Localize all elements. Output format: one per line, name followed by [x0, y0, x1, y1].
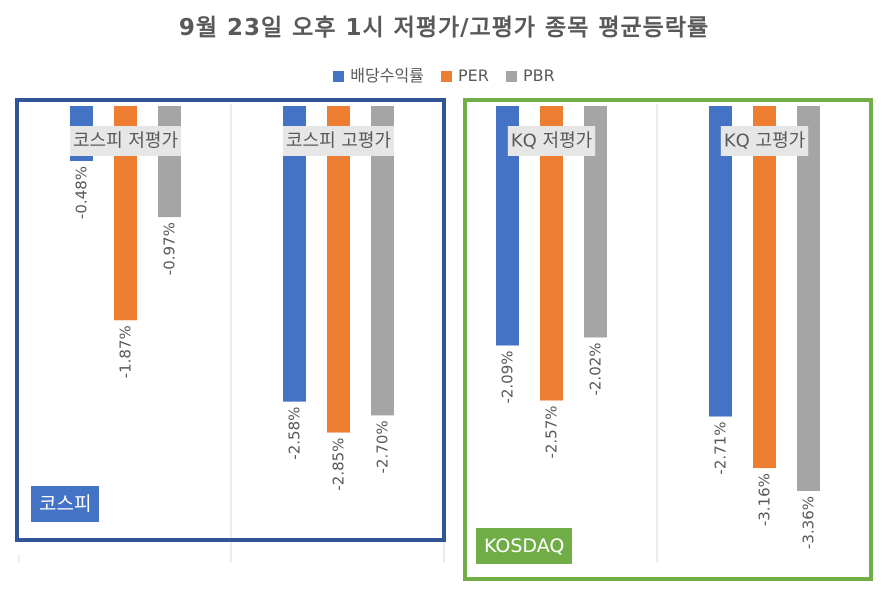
data-label: -0.97%	[161, 222, 179, 275]
legend-item-pbr: PBR	[505, 66, 555, 85]
bar	[540, 106, 563, 401]
category-label: KQ 고평가	[720, 126, 809, 156]
data-label: -2.57%	[543, 405, 561, 458]
bar	[584, 106, 607, 338]
category-label-text: 코스피 고평가	[286, 131, 391, 152]
legend-label-dividend: 배당수익률	[350, 66, 424, 85]
bar	[158, 106, 181, 218]
category-label: 코스피 고평가	[282, 126, 395, 156]
legend-swatch-dividend	[333, 71, 345, 82]
data-label: -1.87%	[117, 325, 135, 378]
data-label: -2.58%	[286, 407, 304, 460]
category-label-background	[507, 126, 596, 156]
kospi-group-frame	[15, 98, 446, 542]
legend-swatch-per	[440, 71, 452, 82]
category-label: KQ 저평가	[507, 126, 596, 156]
category-label-background	[282, 126, 395, 156]
category-label-text: KQ 저평가	[511, 131, 592, 152]
data-label: -3.36%	[800, 496, 818, 549]
legend: 배당수익률 PER PBR	[0, 62, 888, 86]
data-label: -2.02%	[587, 342, 605, 395]
data-label: -2.71%	[712, 422, 730, 475]
bar	[753, 106, 776, 469]
bar	[496, 106, 519, 346]
category-label-background	[720, 126, 809, 156]
bar	[371, 106, 394, 416]
legend-item-per: PER	[440, 66, 489, 85]
bar	[709, 106, 732, 417]
kospi-badge: 코스피	[31, 486, 100, 522]
bar	[114, 106, 137, 321]
legend-label-per: PER	[457, 66, 489, 85]
legend-label-pbr: PBR	[522, 66, 555, 85]
category-label-background	[69, 126, 182, 156]
data-label: -0.48%	[73, 166, 91, 219]
chart-title: 9월 23일 오후 1시 저평가/고평가 종목 평균등락률	[178, 15, 710, 41]
data-label: -2.85%	[330, 438, 348, 491]
category-label: 코스피 저평가	[69, 126, 182, 156]
bar	[327, 106, 350, 433]
kosdaq-badge: KOSDAQ	[476, 528, 573, 564]
bar	[797, 106, 820, 491]
legend-swatch-pbr	[505, 71, 517, 82]
category-label-layer: 코스피 저평가 코스피 고평가 KQ 저평가 KQ 고평가	[69, 126, 809, 156]
value-label-layer: -0.48% -2.58% -2.09% -2.71% -1.87% -2.85% -2.5…	[73, 166, 818, 549]
category-label-text: 코스피 저평가	[73, 131, 178, 152]
data-label: -2.09%	[499, 350, 517, 403]
category-label-text: KQ 고평가	[724, 131, 805, 152]
kosdaq-group-frame	[463, 98, 873, 581]
bar-layer	[70, 106, 820, 491]
data-label: -2.70%	[374, 420, 392, 473]
legend-item-dividend: 배당수익률	[333, 62, 424, 86]
data-label: -3.16%	[756, 473, 774, 526]
bar	[283, 106, 306, 402]
